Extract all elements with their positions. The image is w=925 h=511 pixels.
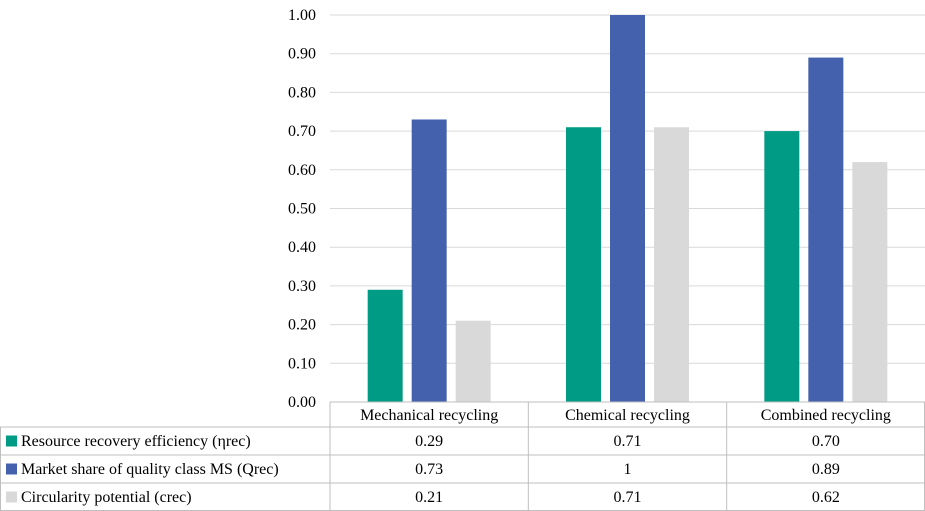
- bar: [764, 131, 800, 402]
- bar: [852, 162, 888, 402]
- table-value: 0.71: [614, 489, 642, 506]
- bar: [411, 119, 447, 403]
- x-category-label: Combined recycling: [761, 407, 891, 424]
- table-value: 0.21: [415, 489, 443, 506]
- legend-swatch: [6, 491, 17, 503]
- y-tick-label: 0.90: [288, 46, 316, 63]
- bar: [455, 320, 491, 402]
- bar: [654, 127, 689, 402]
- y-tick-label: 1.00: [288, 7, 316, 24]
- table-value: 0.71: [614, 433, 642, 450]
- y-tick-label: 0.30: [288, 278, 316, 295]
- y-tick-label: 0.20: [288, 317, 316, 334]
- table-value: 0.29: [415, 433, 443, 450]
- bar: [367, 289, 403, 402]
- x-category-label: Chemical recycling: [565, 407, 690, 424]
- bar: [808, 57, 844, 402]
- table-value: 1: [624, 461, 632, 478]
- legend-label: Market share of quality class MS (Qrec): [21, 461, 279, 478]
- table-value: 0.62: [812, 489, 840, 506]
- legend-swatch: [6, 463, 17, 475]
- bars: [367, 15, 888, 403]
- y-tick-label: 0.00: [288, 394, 316, 411]
- y-tick-label: 0.10: [288, 355, 316, 372]
- y-tick-label: 0.60: [288, 162, 316, 179]
- legend-label: Circularity potential (crec): [21, 489, 192, 506]
- bar: [566, 127, 601, 402]
- table-value: 0.70: [812, 433, 840, 450]
- y-axis-ticks: 0.00 0.10 0.20 0.30 0.40 0.50 0.60 0.70 0.80 0.90…: [288, 7, 316, 411]
- y-tick-label: 0.40: [288, 239, 316, 256]
- y-tick-label: 0.70: [288, 123, 316, 140]
- legend-label: Resource recovery efficiency (ηrec): [21, 433, 251, 450]
- y-tick-label: 0.80: [288, 84, 316, 101]
- table-value: 0.73: [415, 461, 443, 478]
- x-category-label: Mechanical recycling: [360, 407, 498, 424]
- bar: [610, 15, 645, 402]
- y-tick-label: 0.50: [288, 201, 316, 218]
- legend-swatch: [6, 435, 17, 447]
- table-value: 0.89: [812, 461, 840, 478]
- data-table: Mechanical recycling Chemical recycling Co…: [0, 401, 925, 511]
